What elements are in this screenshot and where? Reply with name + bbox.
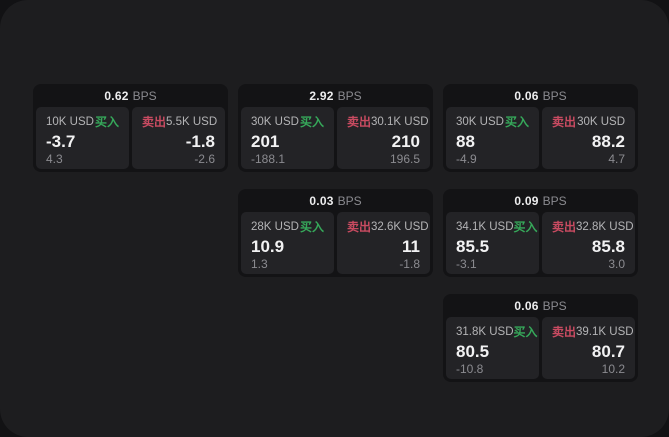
quote-panels: 30K USD 买入 201 -188.1 卖出 30.1K USD 210 1… <box>241 107 430 169</box>
bps-header: 0.06 BPS <box>446 294 635 317</box>
sell-price: -1.8 <box>185 132 215 151</box>
buy-price: 10.9 <box>251 237 285 256</box>
buy-amount: 30K USD <box>456 116 504 128</box>
buy-label[interactable]: 买入 <box>299 115 324 129</box>
sell-label[interactable]: 卖出 <box>552 115 577 129</box>
buy-amount: 31.8K USD <box>456 326 514 338</box>
buy-panel[interactable]: 31.8K USD 买入 80.5 -10.8 <box>446 317 539 379</box>
buy-price: 201 <box>251 132 280 151</box>
sell-amount: 30K USD <box>577 116 625 128</box>
bps-header: 0.06 BPS <box>446 84 635 107</box>
quote-card: 0.06 BPS 30K USD 买入 88 -4.9 卖出 30K USD <box>443 84 638 172</box>
quote-panels: 31.8K USD 买入 80.5 -10.8 卖出 39.1K USD 80.… <box>446 317 635 379</box>
buy-panel[interactable]: 34.1K USD 买入 85.5 -3.1 <box>446 212 539 274</box>
sell-panel[interactable]: 卖出 32.8K USD 85.8 3.0 <box>542 212 635 274</box>
buy-label[interactable]: 买入 <box>513 325 538 339</box>
buy-amount: 30K USD <box>251 116 299 128</box>
buy-delta: -188.1 <box>251 152 286 166</box>
quote-card: 0.06 BPS 31.8K USD 买入 80.5 -10.8 卖出 39.1… <box>443 294 638 382</box>
sell-panel[interactable]: 卖出 30.1K USD 210 196.5 <box>337 107 430 169</box>
buy-amount: 28K USD <box>251 221 299 233</box>
sell-delta: 3.0 <box>608 257 625 271</box>
bps-value: 0.06 <box>514 298 539 313</box>
buy-amount: 10K USD <box>46 116 94 128</box>
buy-delta: 1.3 <box>251 257 268 271</box>
sell-amount: 30.1K USD <box>371 116 429 128</box>
sell-label[interactable]: 卖出 <box>552 325 577 339</box>
bps-value: 0.09 <box>514 193 539 208</box>
bps-value: 2.92 <box>309 88 334 103</box>
sell-label[interactable]: 卖出 <box>552 220 577 234</box>
buy-delta: -4.9 <box>456 152 477 166</box>
buy-delta: -3.1 <box>456 257 477 271</box>
buy-amount: 34.1K USD <box>456 221 514 233</box>
buy-delta: -10.8 <box>456 362 484 376</box>
bps-header: 2.92 BPS <box>241 84 430 107</box>
sell-delta: 10.2 <box>601 362 625 376</box>
bps-header: 0.09 BPS <box>446 189 635 212</box>
sell-label[interactable]: 卖出 <box>347 115 372 129</box>
buy-label[interactable]: 买入 <box>299 220 324 234</box>
bps-header: 0.03 BPS <box>241 189 430 212</box>
sell-price: 11 <box>402 237 420 256</box>
quote-panels: 34.1K USD 买入 85.5 -3.1 卖出 32.8K USD 85.8… <box>446 212 635 274</box>
bps-header: 0.62 BPS <box>36 84 225 107</box>
sell-price: 80.7 <box>591 342 625 361</box>
bps-value: 0.06 <box>514 88 539 103</box>
bps-unit: BPS <box>337 88 362 103</box>
buy-label[interactable]: 买入 <box>94 115 119 129</box>
buy-panel[interactable]: 30K USD 买入 88 -4.9 <box>446 107 539 169</box>
bps-unit: BPS <box>542 88 567 103</box>
quote-card: 0.09 BPS 34.1K USD 买入 85.5 -3.1 卖出 32.8K… <box>443 189 638 277</box>
sell-amount: 39.1K USD <box>576 326 634 338</box>
buy-panel[interactable]: 28K USD 买入 10.9 1.3 <box>241 212 334 274</box>
sell-price: 88.2 <box>591 132 625 151</box>
sell-panel[interactable]: 卖出 32.6K USD 11 -1.8 <box>337 212 430 274</box>
sell-delta: -2.6 <box>194 152 215 166</box>
quote-card: 0.62 BPS 10K USD 买入 -3.7 4.3 卖出 5.5K USD <box>33 84 228 172</box>
buy-panel[interactable]: 10K USD 买入 -3.7 4.3 <box>36 107 129 169</box>
sell-panel[interactable]: 卖出 39.1K USD 80.7 10.2 <box>542 317 635 379</box>
buy-panel[interactable]: 30K USD 买入 201 -188.1 <box>241 107 334 169</box>
quote-card: 2.92 BPS 30K USD 买入 201 -188.1 卖出 30.1K … <box>238 84 433 172</box>
sell-label[interactable]: 卖出 <box>142 115 167 129</box>
bps-unit: BPS <box>542 298 567 313</box>
quote-cards-grid: 0.62 BPS 10K USD 买入 -3.7 4.3 卖出 5.5K USD <box>33 84 638 382</box>
bps-value: 0.62 <box>104 88 129 103</box>
sell-amount: 32.6K USD <box>371 221 429 233</box>
bps-value: 0.03 <box>309 193 334 208</box>
buy-delta: 4.3 <box>46 152 63 166</box>
buy-price: -3.7 <box>46 132 76 151</box>
buy-price: 80.5 <box>456 342 490 361</box>
sell-amount: 32.8K USD <box>576 221 634 233</box>
buy-label[interactable]: 买入 <box>504 115 529 129</box>
quote-panels: 30K USD 买入 88 -4.9 卖出 30K USD 88.2 4.7 <box>446 107 635 169</box>
bps-unit: BPS <box>542 193 567 208</box>
sell-label[interactable]: 卖出 <box>347 220 372 234</box>
quote-panels: 10K USD 买入 -3.7 4.3 卖出 5.5K USD -1.8 -2.… <box>36 107 225 169</box>
quote-panels: 28K USD 买入 10.9 1.3 卖出 32.6K USD 11 -1.8 <box>241 212 430 274</box>
sell-amount: 5.5K USD <box>166 116 218 128</box>
buy-label[interactable]: 买入 <box>513 220 538 234</box>
sell-price: 210 <box>391 132 420 151</box>
sell-delta: -1.8 <box>399 257 420 271</box>
quote-card: 0.03 BPS 28K USD 买入 10.9 1.3 卖出 32.6K US… <box>238 189 433 277</box>
buy-price: 85.5 <box>456 237 490 256</box>
buy-price: 88 <box>456 132 475 151</box>
sell-panel[interactable]: 卖出 5.5K USD -1.8 -2.6 <box>132 107 225 169</box>
sell-delta: 196.5 <box>389 152 420 166</box>
bps-unit: BPS <box>337 193 362 208</box>
sell-panel[interactable]: 卖出 30K USD 88.2 4.7 <box>542 107 635 169</box>
bps-unit: BPS <box>132 88 157 103</box>
sell-price: 85.8 <box>591 237 625 256</box>
sell-delta: 4.7 <box>608 152 625 166</box>
